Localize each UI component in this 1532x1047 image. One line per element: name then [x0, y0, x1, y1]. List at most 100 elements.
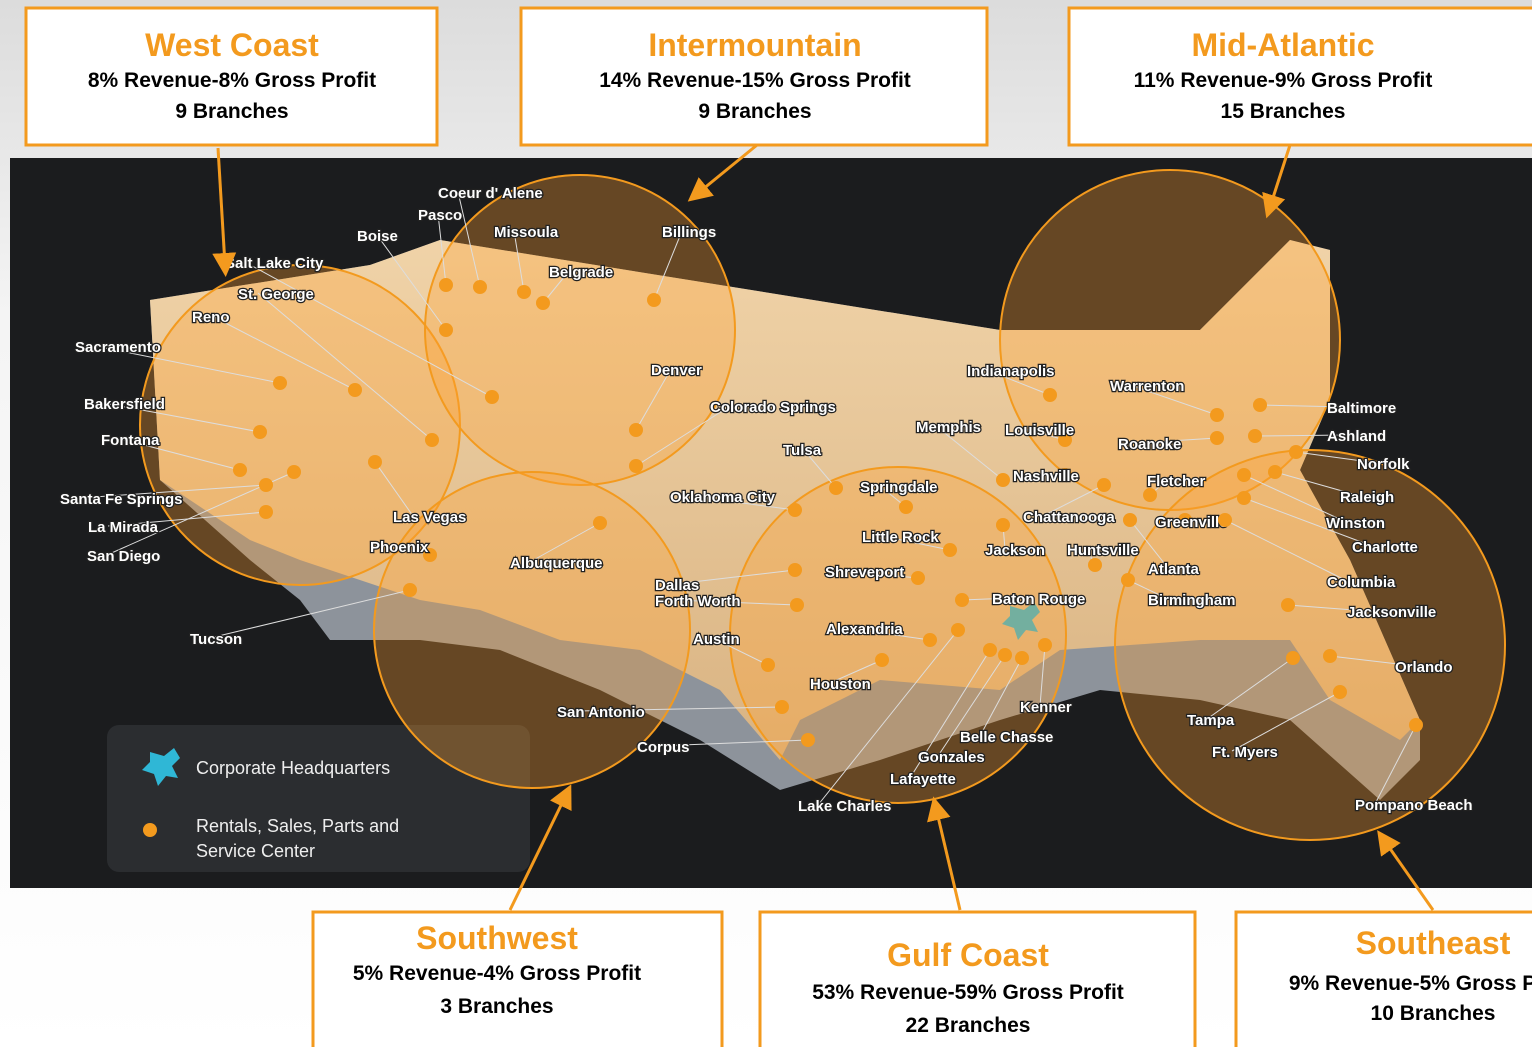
- region-branches: 22 Branches: [906, 1014, 1031, 1037]
- branch-dot: [439, 323, 453, 337]
- city-label: Chattanooga: [1023, 509, 1115, 526]
- city-label: Austin: [693, 631, 740, 648]
- city-label: Salt Lake City: [225, 255, 324, 272]
- city-label: Phoenix: [370, 539, 429, 556]
- city-label: Lake Charles: [798, 798, 891, 815]
- branch-dot: [983, 643, 997, 657]
- city-label: Colorado Springs: [710, 399, 836, 416]
- city-label: St. George: [238, 286, 314, 303]
- city-label: Oklahoma City: [670, 489, 776, 506]
- region-share: 9% Revenue-5% Gross Profit: [1289, 972, 1532, 995]
- region-title: Gulf Coast: [887, 937, 1049, 973]
- branch-dot: [368, 455, 382, 469]
- branch-dot: [996, 518, 1010, 532]
- city-label: Fletcher: [1147, 473, 1206, 490]
- branch-dot: [348, 383, 362, 397]
- branch-dot: [951, 623, 965, 637]
- branch-dot: [629, 423, 643, 437]
- region-branches: 3 Branches: [440, 995, 553, 1018]
- branch-dot: [1088, 558, 1102, 572]
- branch-dot: [1210, 408, 1224, 422]
- region-branches: 9 Branches: [175, 100, 288, 123]
- branch-dot: [1237, 468, 1251, 482]
- branch-dot: [1409, 718, 1423, 732]
- city-label: Roanoke: [1118, 436, 1181, 453]
- branch-dot: [1281, 598, 1295, 612]
- city-label: Las Vegas: [393, 509, 466, 526]
- city-label: Missoula: [494, 224, 559, 241]
- region-circle: [1115, 450, 1505, 840]
- city-label: Denver: [651, 362, 702, 379]
- branch-dot: [923, 633, 937, 647]
- branch-dot: [1333, 685, 1347, 699]
- region-share: 11% Revenue-9% Gross Profit: [1134, 69, 1433, 92]
- branch-dot: [253, 425, 267, 439]
- city-label: Shreveport: [825, 564, 904, 581]
- branch-dot: [1289, 445, 1303, 459]
- city-label: Charlotte: [1352, 539, 1418, 556]
- region-title: Mid-Atlantic: [1191, 27, 1374, 63]
- city-label: Belgrade: [549, 264, 613, 281]
- branch-dot: [801, 733, 815, 747]
- city-label: Norfolk: [1357, 456, 1410, 473]
- city-label: Bakersfield: [84, 396, 165, 413]
- branch-dot: [1210, 431, 1224, 445]
- region-title: Southeast: [1356, 925, 1511, 961]
- region-circle: [425, 175, 735, 485]
- city-label: Forth Worth: [655, 593, 741, 610]
- city-label: Corpus: [637, 739, 690, 756]
- city-label: La Mirada: [88, 519, 159, 536]
- branch-dot: [1218, 513, 1232, 527]
- city-label: Santa Fe Springs: [60, 491, 183, 508]
- branch-dot: [1015, 651, 1029, 665]
- city-label: Tucson: [190, 631, 242, 648]
- legend-label: Rentals, Sales, Parts and: [196, 816, 399, 836]
- branch-dot: [1268, 465, 1282, 479]
- legend-branch-icon: [143, 823, 157, 837]
- city-label: Pasco: [418, 207, 462, 224]
- city-label: Dallas: [655, 577, 699, 594]
- city-label: Huntsville: [1067, 542, 1139, 559]
- page: Corporate Headquarters Rentals, Sales, P…: [0, 0, 1532, 1047]
- city-label: Ashland: [1327, 428, 1386, 445]
- branch-dot: [1121, 573, 1135, 587]
- branch-dot: [517, 285, 531, 299]
- legend-label: Service Center: [196, 841, 315, 861]
- city-label: Reno: [192, 309, 230, 326]
- city-label: Fontana: [101, 432, 160, 449]
- branch-dot: [875, 653, 889, 667]
- city-label: Baton Rouge: [992, 591, 1085, 608]
- city-label: Memphis: [916, 419, 981, 436]
- branch-dot: [829, 481, 843, 495]
- city-label: Little Rock: [862, 529, 939, 546]
- legend-label: Corporate Headquarters: [196, 758, 390, 778]
- region-share: 14% Revenue-15% Gross Profit: [599, 69, 911, 92]
- branch-dot: [233, 463, 247, 477]
- branch-dot: [536, 296, 550, 310]
- city-label: Jackson: [985, 542, 1045, 559]
- region-title: Southwest: [416, 920, 578, 956]
- branch-dot: [1097, 478, 1111, 492]
- city-label: Boise: [357, 228, 398, 245]
- branch-dot: [1286, 651, 1300, 665]
- branch-dot: [259, 505, 273, 519]
- city-label: Billings: [662, 224, 716, 241]
- branch-dot: [1123, 513, 1137, 527]
- branch-dot: [1038, 638, 1052, 652]
- city-label: Baltimore: [1327, 400, 1396, 417]
- branch-dot: [761, 658, 775, 672]
- branch-dot: [788, 503, 802, 517]
- branch-dot: [403, 583, 417, 597]
- city-label: Belle Chasse: [960, 729, 1053, 746]
- city-label: Raleigh: [1340, 489, 1394, 506]
- city-label: Warrenton: [1110, 378, 1184, 395]
- city-label: Greenville: [1155, 514, 1228, 531]
- branch-dot: [473, 280, 487, 294]
- city-label: Albuquerque: [510, 555, 603, 572]
- branch-dot: [1143, 488, 1157, 502]
- branch-dot: [273, 376, 287, 390]
- branch-dot: [287, 465, 301, 479]
- branch-dot: [647, 293, 661, 307]
- city-label: Tulsa: [783, 442, 822, 459]
- branch-dot: [1253, 398, 1267, 412]
